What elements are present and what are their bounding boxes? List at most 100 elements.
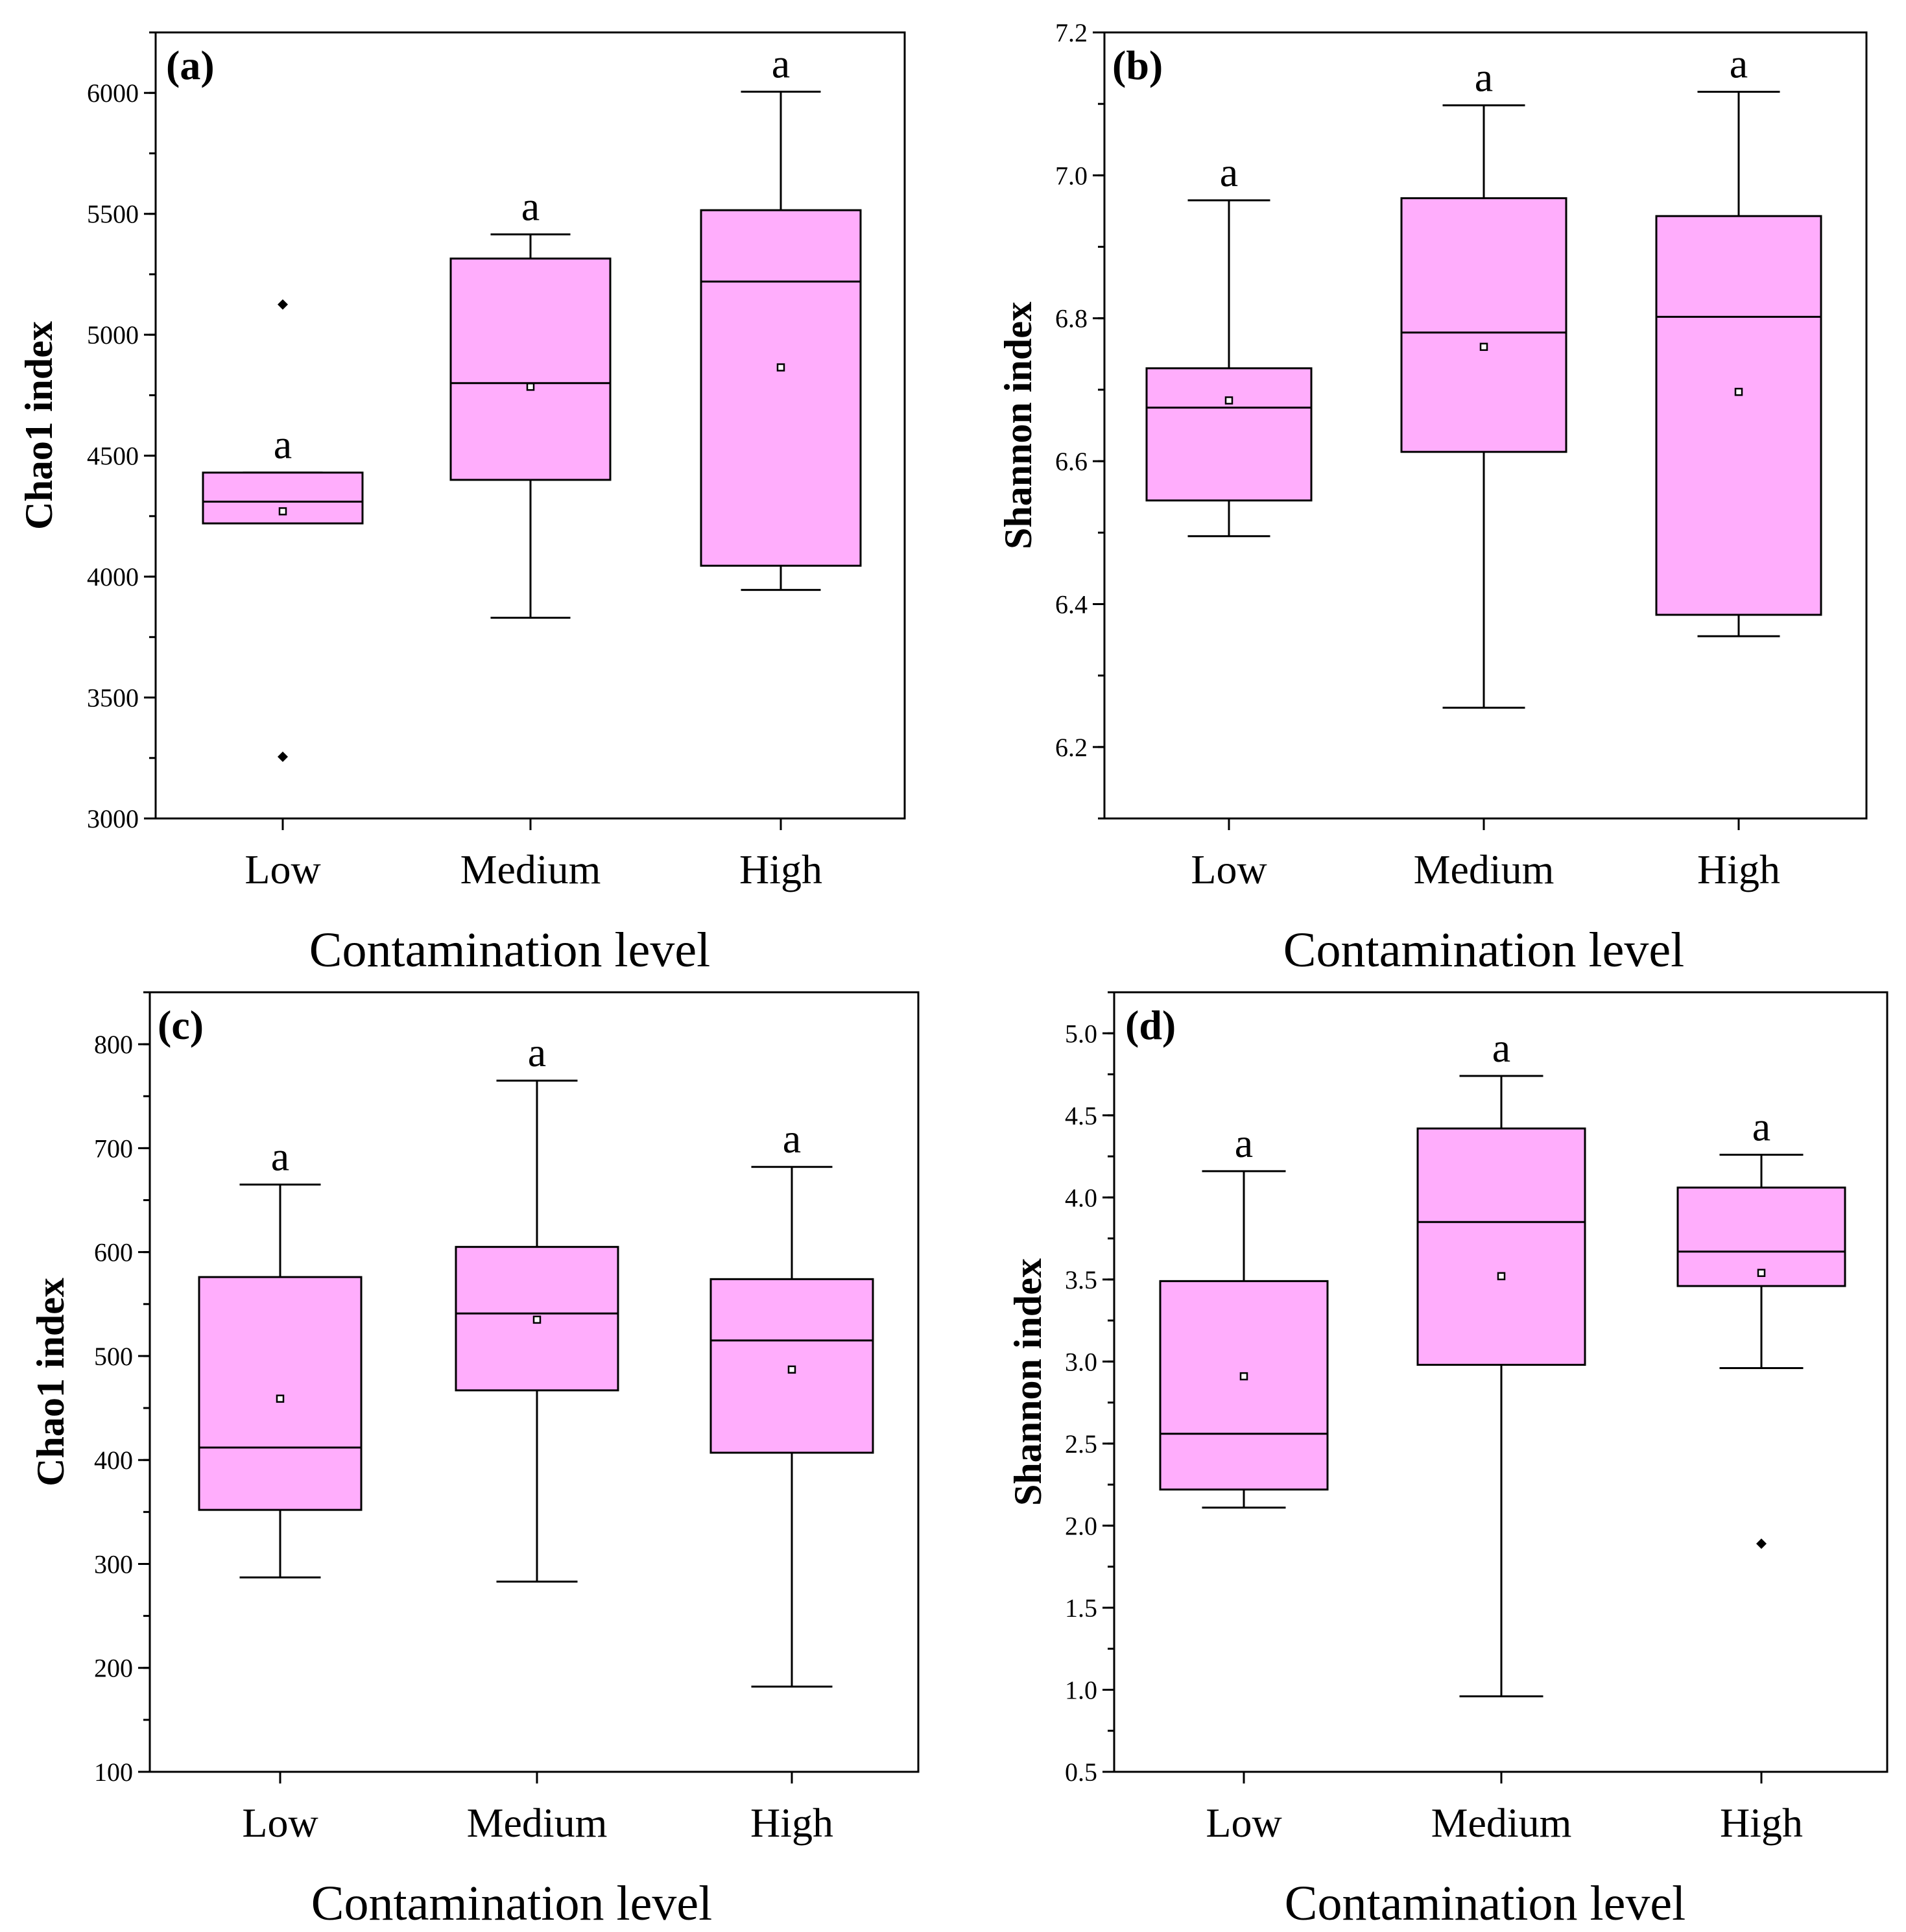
mean-marker xyxy=(1479,342,1488,352)
box-iqr xyxy=(700,209,862,567)
y-tick-label: 3000 xyxy=(87,804,139,833)
box-iqr xyxy=(1655,215,1822,616)
significance-letter: a xyxy=(521,183,540,229)
box-iqr xyxy=(1400,197,1567,453)
box-low: a xyxy=(1145,149,1313,538)
y-tick-label: 600 xyxy=(94,1238,133,1267)
box-low: a xyxy=(198,1133,363,1579)
mean-marker xyxy=(276,1394,285,1403)
x-axis-title: Contamination level xyxy=(1283,923,1684,977)
box-medium: a xyxy=(455,1029,619,1583)
box-high: a xyxy=(709,1115,874,1688)
outlier-point xyxy=(278,751,288,762)
y-tick-label: 4500 xyxy=(87,442,139,471)
y-tick-label: 4.5 xyxy=(1065,1101,1097,1130)
mean-marker xyxy=(1224,396,1233,405)
box-low: a xyxy=(1159,1120,1329,1509)
box-high: a xyxy=(1655,40,1822,638)
mean-marker xyxy=(1497,1272,1506,1281)
box-iqr xyxy=(198,1276,363,1511)
mean-marker xyxy=(278,507,287,516)
y-tick-label: 3500 xyxy=(87,684,139,713)
y-tick-label: 800 xyxy=(94,1030,133,1059)
x-tick-label-medium: Medium xyxy=(467,1800,608,1846)
y-tick-label: 4000 xyxy=(87,562,139,591)
significance-letter: a xyxy=(1475,54,1493,100)
y-tick-label: 6.8 xyxy=(1055,304,1088,333)
y-tick-label: 6.2 xyxy=(1055,733,1088,762)
panel-c: 100 200 300 400 500 600 700 800 Low Medium High Con… xyxy=(29,991,920,1931)
y-tick-label: 1.0 xyxy=(1065,1675,1097,1704)
mean-marker xyxy=(776,363,785,372)
y-tick-label: 6000 xyxy=(87,78,139,108)
significance-letter: a xyxy=(271,1133,289,1179)
y-axis-title: Chao1 index xyxy=(18,321,60,530)
y-tick-label: 300 xyxy=(94,1549,133,1579)
x-axis-title: Contamination level xyxy=(311,1876,712,1931)
y-tick-label: 5500 xyxy=(87,200,139,229)
y-tick-label: 700 xyxy=(94,1134,133,1163)
panel-label: (a) xyxy=(166,42,215,88)
significance-letter: a xyxy=(783,1115,801,1162)
box-iqr xyxy=(1159,1280,1329,1491)
box-high: a xyxy=(1676,1104,1846,1549)
mean-marker xyxy=(1757,1269,1766,1277)
x-axis-title: Contamination level xyxy=(309,923,710,977)
y-tick-label: 1.5 xyxy=(1065,1593,1097,1623)
plot-frame xyxy=(149,991,920,1773)
panel-label: (c) xyxy=(158,1002,204,1048)
panel-a: 3000 3500 4000 4500 5000 5500 6000 Low Medium Hig… xyxy=(18,31,906,977)
significance-letter: a xyxy=(1235,1120,1253,1166)
x-tick-label-high: High xyxy=(1720,1800,1803,1846)
x-tick-label-low: Low xyxy=(1191,846,1267,892)
x-tick-label-medium: Medium xyxy=(1414,846,1555,892)
box-high: a xyxy=(700,40,862,591)
y-tick-label: 5000 xyxy=(87,320,139,350)
y-tick-label: 6.4 xyxy=(1055,590,1088,619)
box-iqr xyxy=(449,257,612,481)
y-axis-title: Shannon index xyxy=(997,302,1040,549)
y-tick-label: 100 xyxy=(94,1758,133,1787)
mean-marker xyxy=(1239,1372,1248,1381)
y-tick-label: 3.5 xyxy=(1065,1265,1097,1294)
y-tick-label: 200 xyxy=(94,1654,133,1683)
significance-letter: a xyxy=(528,1029,546,1075)
y-tick-label: 500 xyxy=(94,1342,133,1371)
significance-letter: a xyxy=(772,40,790,86)
outlier-point xyxy=(1756,1538,1767,1549)
y-tick-label: 6.6 xyxy=(1055,447,1088,476)
y-tick-label: 3.0 xyxy=(1065,1347,1097,1376)
x-axis-title: Contamination level xyxy=(1285,1876,1686,1931)
box-low: a xyxy=(202,299,364,762)
y-tick-label: 2.0 xyxy=(1065,1511,1097,1540)
x-tick-label-high: High xyxy=(739,846,822,892)
box-iqr xyxy=(1145,367,1313,502)
significance-letter: a xyxy=(1220,149,1238,195)
significance-letter: a xyxy=(1752,1104,1770,1150)
y-tick-label: 2.5 xyxy=(1065,1429,1097,1459)
significance-letter: a xyxy=(1492,1025,1510,1071)
x-tick-label-low: Low xyxy=(1206,1800,1281,1846)
box-iqr xyxy=(1416,1127,1586,1366)
significance-letter: a xyxy=(274,422,292,468)
y-tick-label: 5.0 xyxy=(1065,1019,1097,1048)
box-iqr xyxy=(202,471,364,525)
y-tick-label: 400 xyxy=(94,1446,133,1475)
mean-marker xyxy=(532,1315,542,1324)
y-tick-label: 4.0 xyxy=(1065,1183,1097,1212)
panel-d: 0.5 1.0 1.5 2.0 2.5 3.0 3.5 4.0 4.5 5.0 Low Medium H… xyxy=(1007,991,1888,1931)
plot-frame xyxy=(1103,31,1868,820)
box-medium: a xyxy=(449,183,612,619)
x-tick-label-low: Low xyxy=(242,1800,318,1846)
y-tick-label: 7.2 xyxy=(1055,18,1088,47)
x-tick-label-high: High xyxy=(750,1800,833,1846)
panel-label: (b) xyxy=(1112,42,1163,88)
box-medium: a xyxy=(1400,54,1567,709)
x-tick-label-medium: Medium xyxy=(1431,1800,1572,1846)
y-axis-title: Chao1 index xyxy=(29,1278,72,1486)
outlier-point xyxy=(278,299,288,310)
mean-marker xyxy=(1734,387,1743,396)
mean-marker xyxy=(787,1365,796,1374)
x-tick-label-high: High xyxy=(1697,846,1780,892)
